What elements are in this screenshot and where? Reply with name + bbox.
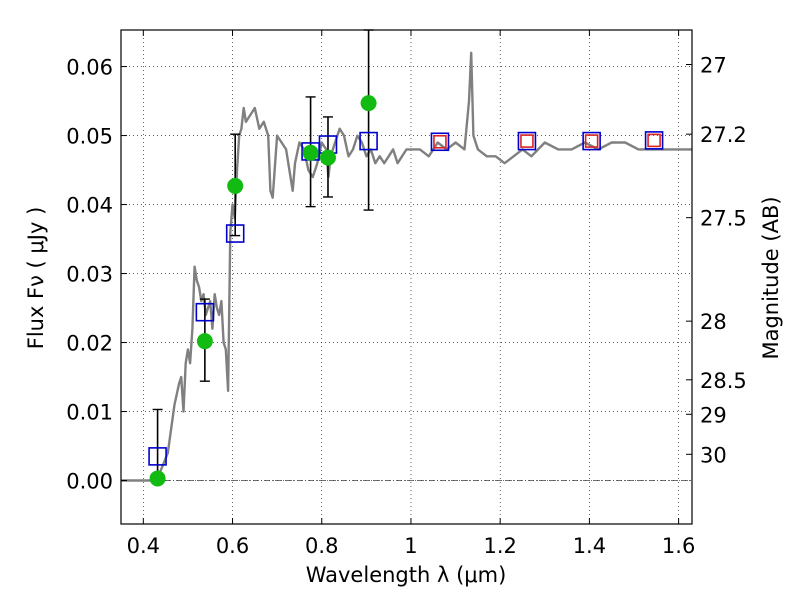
axis-ticks: 0.4 0.6 0.8 1 1.2 1.4 1.6 0.00 0.01 0.02 0.03 0.04 0… (66, 30, 747, 558)
x-tick-label: 1.6 (662, 534, 695, 558)
model-photometry-marker (225, 224, 245, 243)
model-photometry-marker (359, 131, 378, 151)
model-photometry-marker (195, 302, 215, 322)
model-photometry-marker (644, 131, 664, 150)
x-tick-label: 1.4 (573, 534, 606, 558)
filter-marker (520, 134, 534, 148)
y-axis-label: Flux Fν ( μJy ) (24, 207, 48, 350)
observed-photometry-point (227, 177, 244, 194)
x-tick-label: 1.2 (483, 534, 516, 558)
x-tick-label: 0.8 (305, 534, 338, 558)
spectrum-layer (121, 51, 692, 482)
right-tick-label: 27 (700, 53, 727, 77)
y-tick-label: 0.00 (66, 470, 113, 494)
model-photometry-marker (430, 132, 450, 152)
spectrum-line (121, 51, 692, 482)
x-tick-label: 0.4 (127, 534, 160, 558)
model-photometry-marker (517, 131, 537, 151)
observed-photometry-point (302, 144, 319, 161)
right-tick-label: 27.5 (700, 207, 747, 231)
model-photometry-marker (148, 447, 167, 466)
right-tick-label: 28 (700, 310, 727, 334)
observed-photometry-point (319, 149, 336, 166)
filter-marker (647, 133, 661, 148)
x-tick-label: 1 (404, 534, 417, 558)
y-tick-label: 0.03 (66, 263, 113, 287)
y-tick-label: 0.06 (66, 56, 113, 80)
x-axis-label: Wavelength λ (μm) (306, 563, 507, 587)
y-tick-label: 0.04 (66, 194, 113, 218)
grid (121, 30, 692, 524)
y-tick-label: 0.02 (66, 332, 113, 356)
observed-photometry-point (196, 333, 213, 350)
observed-photometry-point (360, 95, 377, 112)
observed-photometry-point (149, 470, 166, 487)
right-tick-label: 27.2 (700, 123, 747, 147)
model-photometry-marker (582, 131, 601, 151)
y-axis-right-label: Magnitude (AB) (759, 196, 783, 359)
filter-marker (433, 134, 447, 149)
y-tick-label: 0.01 (66, 401, 113, 425)
filter-marker (584, 134, 599, 148)
y-tick-label: 0.05 (66, 125, 113, 149)
right-tick-label: 30 (700, 443, 727, 467)
right-tick-label: 28.5 (700, 369, 747, 393)
photometry-layer (148, 29, 664, 487)
x-tick-label: 0.6 (216, 534, 249, 558)
right-tick-label: 29 (700, 403, 727, 427)
plot-frame (120, 29, 693, 525)
